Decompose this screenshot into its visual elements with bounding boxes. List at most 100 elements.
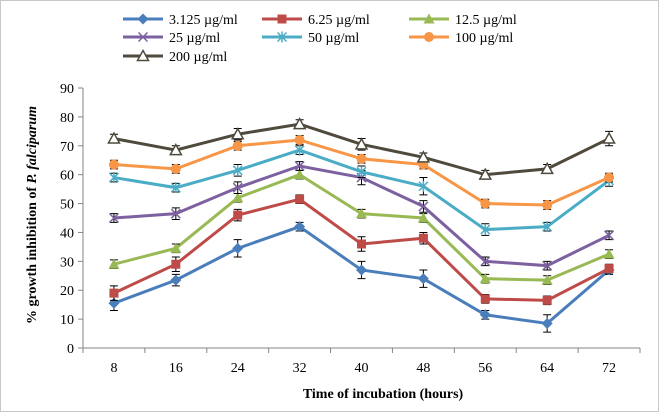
x-tick-label: 24 — [231, 361, 245, 376]
data-point — [357, 239, 366, 249]
data-point — [480, 224, 491, 236]
data-point — [542, 260, 553, 271]
data-point — [170, 182, 181, 194]
data-point — [108, 159, 119, 170]
data-point — [604, 264, 614, 274]
data-point — [603, 248, 615, 259]
data-point — [604, 172, 615, 183]
legend-item: 3.125 µg/ml — [123, 13, 238, 28]
data-point — [294, 221, 306, 233]
data-point — [478, 167, 493, 180]
data-point — [417, 212, 429, 223]
data-point — [418, 233, 428, 243]
legend-swatch-marker — [276, 31, 288, 43]
series-7 — [107, 117, 616, 180]
legend-item: 50 µg/ml — [262, 31, 359, 46]
y-tick-label: 10 — [60, 313, 74, 328]
data-point — [356, 264, 367, 276]
data-point — [109, 288, 119, 298]
data-point — [232, 182, 243, 193]
y-tick-label: 90 — [60, 82, 74, 97]
data-point — [294, 144, 305, 156]
data-point — [232, 140, 243, 151]
legend-swatch-marker — [424, 32, 434, 42]
legend-label: 50 µg/ml — [308, 31, 359, 46]
legend-item: 200 µg/ml — [123, 48, 227, 65]
y-tick-label: 20 — [60, 284, 74, 299]
legend-swatch-marker — [136, 48, 150, 62]
axes: 0 10 20 30 40 50 60 70 80 90 8 16 24 32 40 48 56 64 72 — [60, 82, 641, 376]
data-point — [541, 317, 553, 329]
data-point — [292, 117, 307, 130]
data-point — [354, 137, 369, 150]
data-point — [480, 256, 491, 267]
y-tick-label: 50 — [60, 198, 74, 213]
data-point — [107, 131, 121, 144]
legend-swatch-marker — [137, 31, 149, 43]
data-point — [170, 163, 181, 174]
data-point — [108, 212, 119, 224]
y-tick-label: 80 — [60, 111, 74, 126]
x-tick-label: 48 — [416, 361, 430, 376]
x-tick-label: 8 — [110, 361, 117, 376]
legend-swatch-marker — [137, 13, 149, 25]
legend-item: 100 µg/ml — [409, 31, 513, 46]
data-point — [604, 230, 615, 241]
data-point — [108, 258, 120, 269]
data-point — [294, 160, 305, 172]
data-point — [356, 153, 367, 164]
data-point — [479, 273, 491, 284]
data-point — [294, 169, 306, 180]
legend-item: 6.25 µg/ml — [262, 13, 370, 28]
data-point — [170, 208, 181, 219]
x-tick-label: 32 — [293, 361, 307, 376]
legend-label: 6.25 µg/ml — [308, 13, 370, 28]
legend-item: 25 µg/ml — [123, 31, 220, 46]
x-axis-label: Time of incubation (hours) — [303, 387, 464, 402]
series-2 — [109, 194, 614, 306]
y-axis-label-prefix: % growth inhibition of — [25, 183, 40, 324]
legend-label: 100 µg/ml — [455, 31, 513, 46]
data-point — [602, 131, 616, 144]
data-point — [233, 210, 243, 220]
y-tick-label: 30 — [60, 255, 74, 270]
data-point — [541, 274, 553, 285]
y-axis-label-organism: P. falciparum — [25, 106, 40, 184]
data-point — [417, 273, 429, 285]
data-point — [170, 242, 182, 253]
series-3 — [108, 169, 615, 285]
data-point — [418, 201, 429, 212]
y-axis-label: % growth inhibition of P. falciparum — [25, 106, 40, 324]
data-point — [418, 180, 429, 192]
legend: 3.125 µg/ml 6.25 µg/ml 12.5 µg/ml 25 µg/ml 5… — [123, 13, 517, 65]
y-tick-label: 60 — [60, 169, 74, 184]
x-tick-label: 72 — [602, 361, 616, 376]
data-point — [295, 194, 305, 204]
x-tick-label: 16 — [169, 361, 183, 376]
x-tick-label: 40 — [355, 361, 369, 376]
data-point — [356, 208, 367, 219]
y-tick-label: 70 — [60, 140, 74, 155]
y-tick-label: 40 — [60, 226, 74, 241]
x-tick-label: 64 — [540, 361, 554, 376]
data-point — [230, 127, 245, 140]
data-point — [480, 294, 490, 304]
data-point — [542, 200, 553, 210]
data-point — [232, 164, 243, 176]
data-point — [542, 221, 553, 233]
data-point — [416, 150, 431, 163]
data-point — [480, 198, 491, 209]
data-point — [540, 161, 554, 175]
data-point — [232, 242, 244, 254]
data-point — [169, 143, 183, 156]
legend-swatch-marker — [423, 13, 435, 24]
data-point — [171, 259, 181, 269]
legend-label: 200 µg/ml — [169, 50, 227, 65]
legend-item: 12.5 µg/ml — [409, 13, 517, 28]
data-point — [170, 274, 182, 286]
legend-label: 12.5 µg/ml — [455, 13, 517, 28]
data-point — [542, 295, 552, 305]
series-6 — [108, 135, 615, 210]
legend-label: 3.125 µg/ml — [169, 13, 238, 28]
